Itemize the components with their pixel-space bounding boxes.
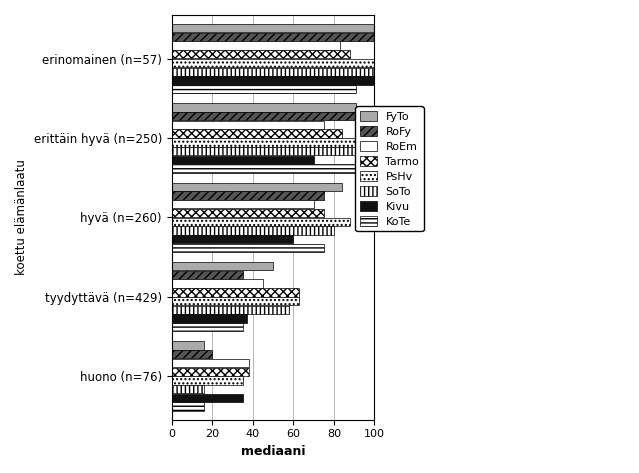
- Bar: [172, 323, 243, 332]
- Bar: [172, 306, 289, 314]
- Bar: [172, 68, 374, 76]
- Bar: [172, 112, 374, 120]
- Bar: [172, 271, 243, 279]
- Bar: [172, 218, 350, 226]
- Bar: [172, 235, 293, 243]
- Bar: [172, 262, 273, 271]
- Bar: [172, 59, 374, 67]
- Bar: [172, 394, 243, 402]
- Legend: FyTo, RoFy, RoEm, Tarmo, PsHv, SoTo, Kivu, KoTe: FyTo, RoFy, RoEm, Tarmo, PsHv, SoTo, Kiv…: [355, 106, 424, 231]
- Bar: [172, 350, 212, 359]
- Bar: [172, 50, 350, 59]
- Bar: [172, 147, 374, 155]
- Bar: [172, 315, 247, 323]
- Bar: [172, 280, 263, 288]
- Bar: [172, 368, 249, 376]
- Bar: [172, 183, 342, 191]
- X-axis label: mediaani: mediaani: [241, 445, 305, 458]
- Bar: [172, 85, 356, 93]
- Bar: [172, 103, 356, 112]
- Bar: [172, 121, 324, 129]
- Bar: [172, 165, 366, 173]
- Bar: [172, 359, 249, 367]
- Bar: [172, 200, 314, 209]
- Bar: [172, 403, 204, 411]
- Bar: [172, 33, 374, 41]
- Bar: [172, 244, 324, 252]
- Bar: [172, 226, 334, 235]
- Bar: [172, 288, 300, 297]
- Bar: [172, 156, 314, 164]
- Bar: [172, 209, 324, 217]
- Y-axis label: koettu elämänlaatu: koettu elämänlaatu: [15, 159, 28, 275]
- Bar: [172, 24, 374, 32]
- Bar: [172, 297, 300, 305]
- Bar: [172, 385, 204, 394]
- Bar: [172, 130, 342, 138]
- Bar: [172, 41, 340, 50]
- Bar: [172, 138, 374, 147]
- Bar: [172, 192, 324, 200]
- Bar: [172, 342, 204, 350]
- Bar: [172, 76, 374, 85]
- Bar: [172, 377, 243, 385]
